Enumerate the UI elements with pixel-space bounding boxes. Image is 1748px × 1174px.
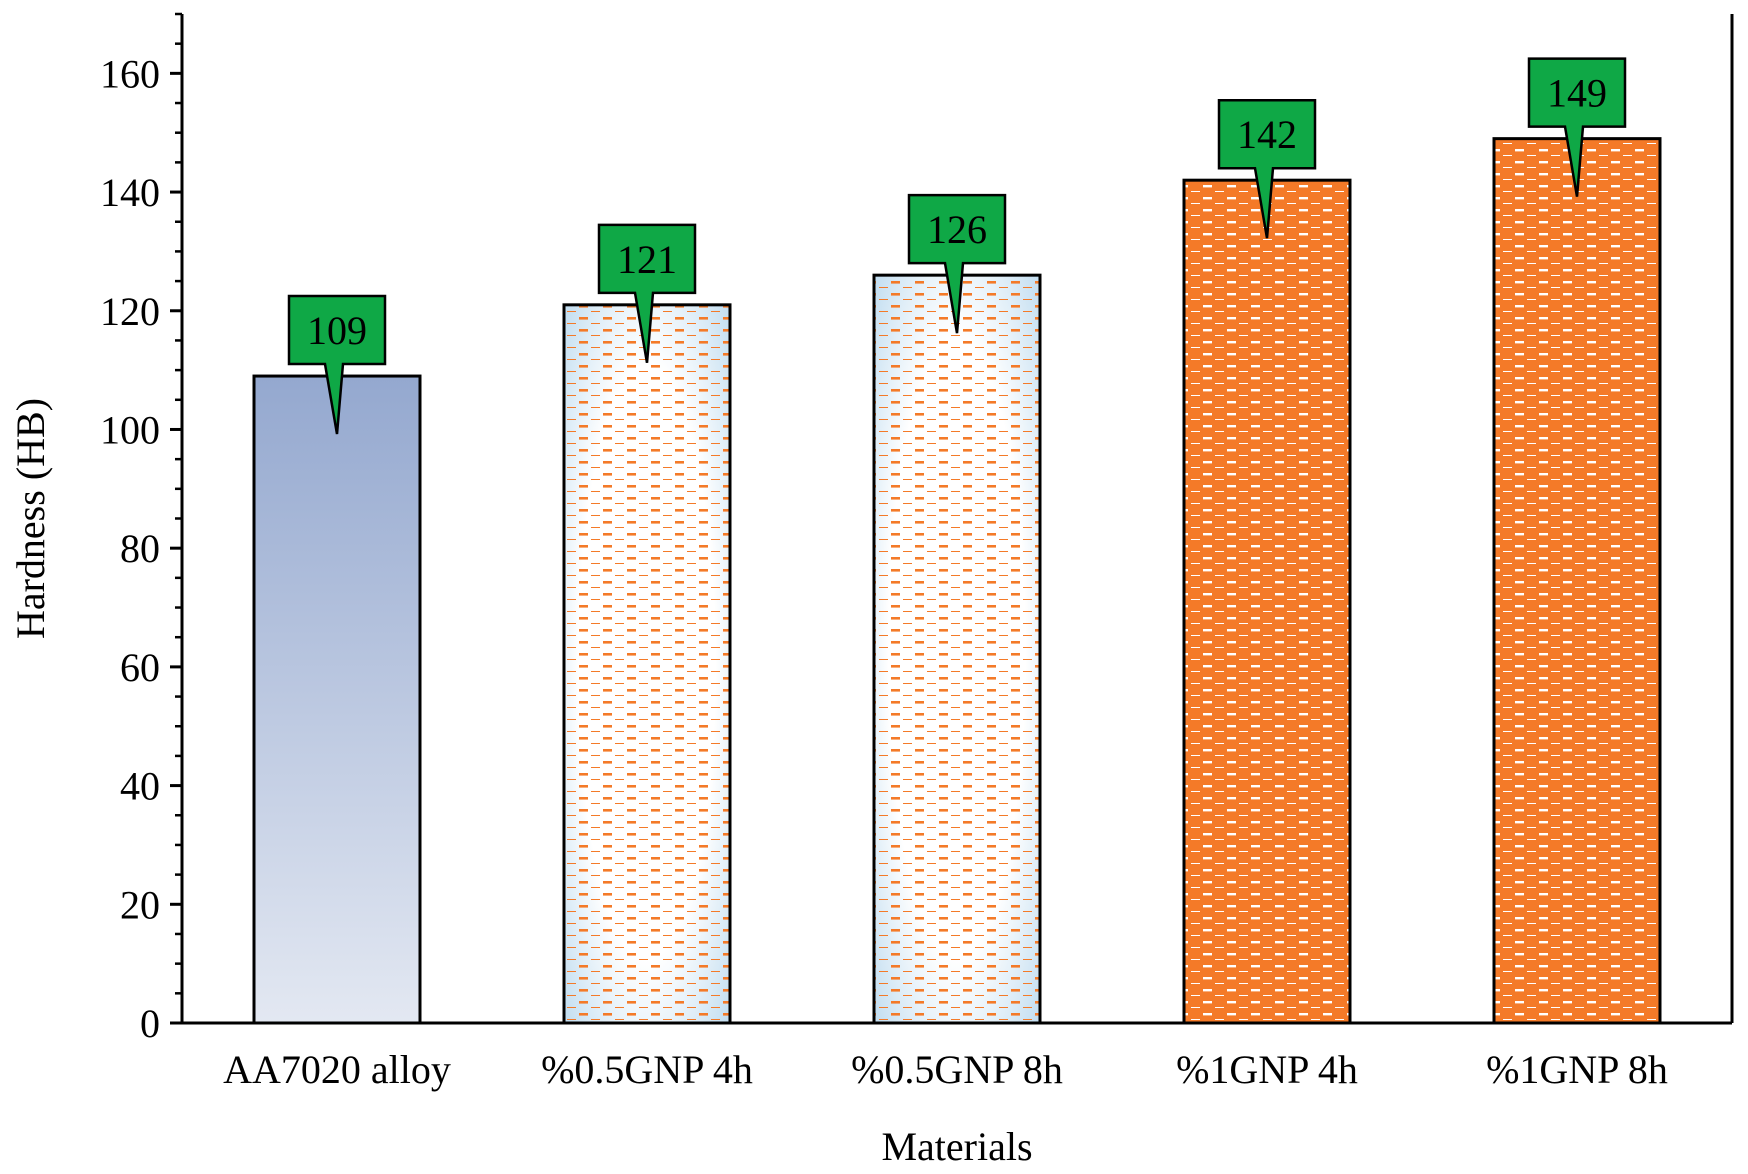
- bar-pattern: [564, 304, 730, 1023]
- callout-box: [907, 193, 1007, 334]
- bar-fill: [1494, 138, 1660, 1023]
- callout-box: [287, 294, 387, 435]
- bar-value-label: 109: [307, 308, 367, 353]
- bar: [1492, 137, 1662, 1025]
- bar: [562, 303, 732, 1025]
- bar-fill: [254, 376, 420, 1023]
- y-tick-label: 20: [120, 882, 160, 927]
- bar-value-label: 142: [1237, 112, 1297, 157]
- y-tick-label: 40: [120, 764, 160, 809]
- data-label-callout: 121: [597, 223, 697, 364]
- x-category-labels: AA7020 alloy %0.5GNP 4h %0.5GNP 8h %1GNP 4h…: [223, 1047, 1668, 1092]
- bar-value-label: 126: [927, 207, 987, 252]
- bar: [1182, 178, 1352, 1025]
- y-tick-label: 160: [100, 51, 160, 96]
- y-axis-title: Hardness (HB): [8, 398, 53, 639]
- x-tick-label: %0.5GNP 8h: [851, 1047, 1063, 1092]
- x-tick-label: %1GNP 8h: [1486, 1047, 1668, 1092]
- axes: 0 20 40 60 80 100 120 140 160 AA7020 alloy %0.5GN…: [100, 12, 1734, 1092]
- y-tick-label: 120: [100, 289, 160, 334]
- data-label-callout: 109: [287, 294, 387, 435]
- y-tick-label: 60: [120, 645, 160, 690]
- callout-box: [597, 223, 697, 364]
- data-label-callouts: 109 121 126 142 149: [287, 57, 1627, 435]
- bar-fill: [1184, 180, 1350, 1023]
- y-tick-label: 80: [120, 526, 160, 571]
- y-tick-label: 100: [100, 407, 160, 452]
- bar-pattern: [874, 275, 1040, 1023]
- data-label-callout: 142: [1217, 98, 1317, 239]
- data-label-callout: 126: [907, 193, 1007, 334]
- y-ticks: [170, 12, 182, 1025]
- x-axis-title: Materials: [881, 1124, 1032, 1169]
- bar-value-label: 149: [1547, 71, 1607, 116]
- x-tick-label: %1GNP 4h: [1176, 1047, 1358, 1092]
- y-tick-label: 0: [140, 1001, 160, 1046]
- x-tick-label: AA7020 alloy: [223, 1047, 451, 1092]
- bar: [872, 273, 1042, 1025]
- callout-box: [1527, 57, 1627, 197]
- data-label-callout: 149: [1527, 57, 1627, 197]
- x-tick-label: %0.5GNP 4h: [541, 1047, 753, 1092]
- bar-value-label: 121: [617, 237, 677, 282]
- callout-box: [1217, 98, 1317, 239]
- bar: [252, 374, 422, 1025]
- y-tick-label: 140: [100, 170, 160, 215]
- y-tick-labels: 0 20 40 60 80 100 120 140 160: [100, 51, 160, 1046]
